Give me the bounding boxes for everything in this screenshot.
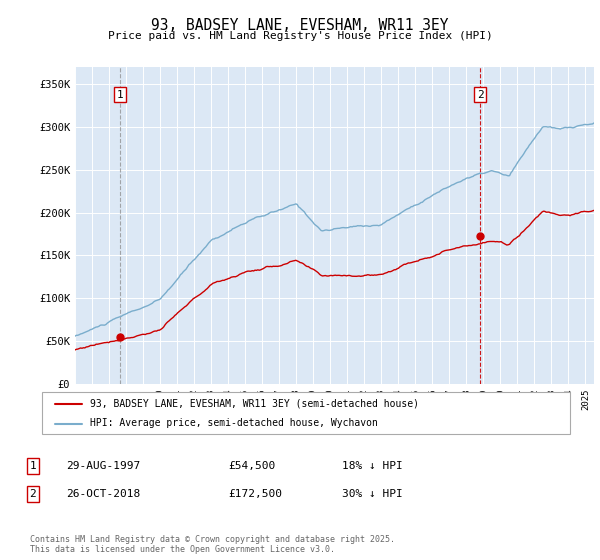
Text: 1: 1 <box>117 90 124 100</box>
Text: Contains HM Land Registry data © Crown copyright and database right 2025.
This d: Contains HM Land Registry data © Crown c… <box>30 535 395 554</box>
Text: HPI: Average price, semi-detached house, Wychavon: HPI: Average price, semi-detached house,… <box>89 418 377 428</box>
Text: 93, BADSEY LANE, EVESHAM, WR11 3EY (semi-detached house): 93, BADSEY LANE, EVESHAM, WR11 3EY (semi… <box>89 399 419 409</box>
Text: Price paid vs. HM Land Registry's House Price Index (HPI): Price paid vs. HM Land Registry's House … <box>107 31 493 41</box>
Text: £172,500: £172,500 <box>228 489 282 499</box>
Text: 26-OCT-2018: 26-OCT-2018 <box>66 489 140 499</box>
Text: 30% ↓ HPI: 30% ↓ HPI <box>342 489 403 499</box>
Text: 18% ↓ HPI: 18% ↓ HPI <box>342 461 403 471</box>
Text: 1: 1 <box>29 461 37 471</box>
Text: 93, BADSEY LANE, EVESHAM, WR11 3EY: 93, BADSEY LANE, EVESHAM, WR11 3EY <box>151 18 449 32</box>
Text: 29-AUG-1997: 29-AUG-1997 <box>66 461 140 471</box>
Text: £54,500: £54,500 <box>228 461 275 471</box>
Text: 2: 2 <box>477 90 484 100</box>
FancyBboxPatch shape <box>42 392 570 434</box>
Text: 2: 2 <box>29 489 37 499</box>
